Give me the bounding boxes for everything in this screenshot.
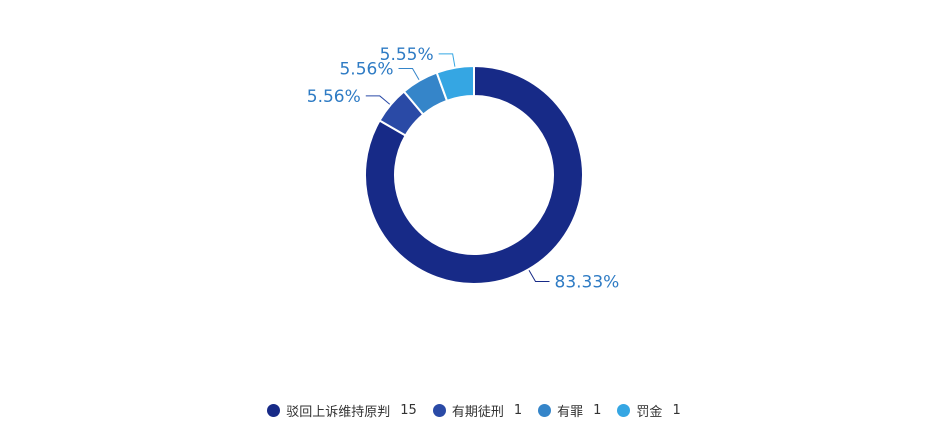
slice-fine[interactable] (435, 64, 475, 103)
percent-label-affirmed: 83.33% (555, 273, 620, 293)
percent-label-fine: 5.55% (380, 45, 434, 65)
legend-item-fine[interactable]: 罚金 1 (617, 401, 681, 420)
legend-label-fine: 罚金 (636, 404, 663, 420)
legend-item-affirmed[interactable]: 驳回上诉维持原判 15 (267, 401, 417, 420)
percent-labels-group: 83.33%5.56%5.56%5.55% (307, 45, 620, 293)
legend-item-fixed-term-imprisonment[interactable]: 有期徒刑 1 (432, 401, 523, 420)
legend-swatch-affirmed (267, 403, 281, 417)
legend-label-affirmed: 驳回上诉维持原判 (286, 404, 391, 420)
legend-swatch-guilty (538, 403, 552, 417)
leader-line-fine (438, 53, 456, 67)
legend-value-fine: 1 (672, 402, 681, 418)
legend-swatch-fixed-term-imprisonment (432, 403, 446, 417)
legend-value-affirmed: 15 (400, 402, 417, 418)
leader-lines-group (365, 53, 550, 283)
legend-value-guilty: 1 (593, 402, 602, 418)
leader-line-fixed-term-imprisonment (365, 95, 391, 105)
slices-group (364, 64, 584, 285)
slice-affirmed[interactable] (364, 64, 584, 285)
legend: 驳回上诉维持原判 15 有期徒刑 1 有罪 1 罚金 1 (0, 398, 948, 422)
percent-label-fixed-term-imprisonment: 5.56% (307, 87, 361, 107)
legend-item-guilty[interactable]: 有罪 1 (538, 401, 601, 420)
leader-line-affirmed (528, 270, 550, 283)
legend-swatch-fine (617, 403, 631, 417)
leader-line-guilty (398, 67, 420, 80)
legend-label-fixed-term-imprisonment: 有期徒刑 (451, 404, 504, 420)
legend-label-guilty: 有罪 (557, 404, 584, 420)
legend-value-fixed-term-imprisonment: 1 (513, 402, 523, 418)
percent-label-guilty: 5.56% (339, 59, 393, 79)
